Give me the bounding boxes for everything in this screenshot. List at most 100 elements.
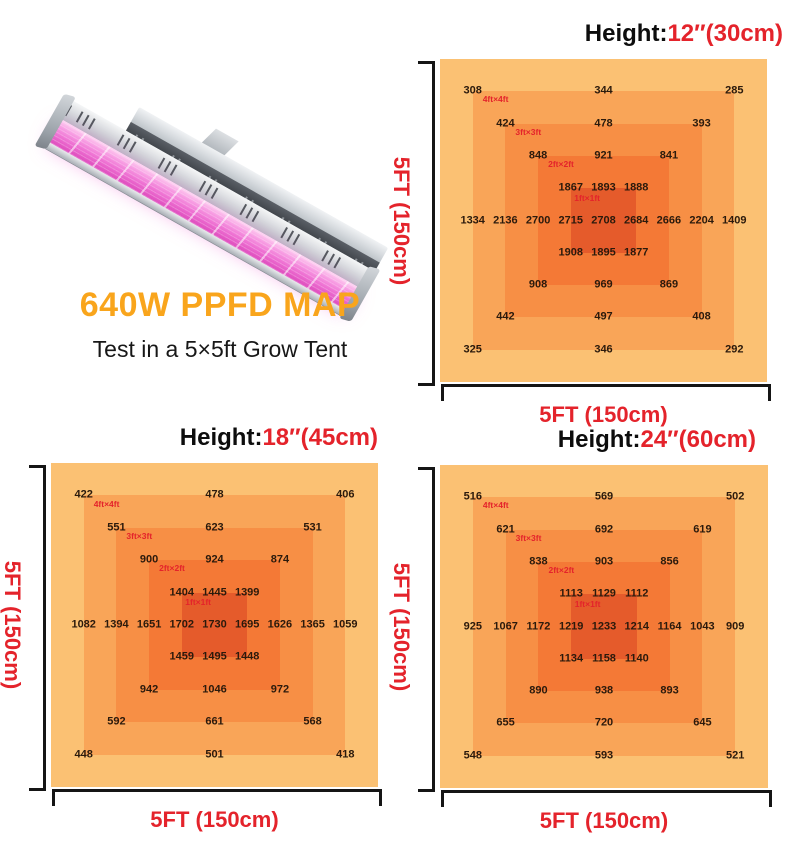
ppfd-value: 924 (205, 553, 224, 566)
ppfd-value: 1172 (526, 620, 551, 632)
ppfd-value: 1702 (169, 618, 195, 631)
ppfd-value: 1164 (657, 620, 682, 632)
ppfd-value: 2708 (591, 214, 616, 226)
ppfd-value: 1082 (71, 618, 96, 631)
ppfd-value: 516 (463, 490, 482, 503)
ppfd-value: 501 (205, 748, 224, 761)
ring-size-label: 1ft×1ft (574, 192, 601, 203)
ppfd-value: 893 (660, 684, 679, 697)
product-headline: 640W PPFD MAP (79, 286, 361, 324)
light-bar-front (34, 93, 381, 322)
ppfd-value: 408 (692, 310, 711, 323)
ring-size-label: 1ft×1ft (574, 598, 601, 609)
map-title-label: Height: (584, 20, 668, 47)
map-title-height-value: 12″(30cm) (667, 20, 783, 47)
heatmap-area: 422 478 406 551 623 531 900 924 874 1404 1445 1399 1… (51, 463, 378, 787)
ppfd-value: 1129 (592, 587, 616, 600)
ppfd-value: 1233 (591, 620, 617, 632)
ppfd-value: 422 (74, 488, 93, 501)
ppfd-value: 393 (692, 117, 711, 130)
ppfd-value: 478 (594, 117, 613, 130)
ppfd-value: 925 (463, 620, 482, 632)
ppfd-value: 972 (270, 683, 290, 696)
ppfd-value: 1895 (591, 246, 616, 259)
ppfd-value: 1730 (202, 618, 227, 631)
ring-size-label: 4ft×4ft (482, 94, 509, 105)
ppfd-value: 848 (528, 149, 548, 162)
ppfd-value: 548 (463, 749, 482, 762)
ppfd-map-12in: Height:12″(30cm) 308 344 285 424 478 393 848 92… (389, 20, 783, 427)
hero-text: 640W PPFD MAP Test in a 5×5ft Grow Tent (45, 286, 395, 363)
ppfd-value: 1495 (202, 650, 227, 663)
x-axis-bracket (441, 790, 772, 807)
ppfd-value: 1888 (623, 181, 649, 194)
ppfd-value: 1059 (333, 618, 358, 631)
ppfd-value: 442 (496, 310, 515, 323)
x-axis-bracket (52, 789, 382, 806)
heat-ring-area-1ft (181, 592, 248, 658)
ring-size-label: 4ft×4ft (482, 500, 509, 511)
ppfd-value: 900 (139, 553, 159, 566)
heat-ring-area-1ft (571, 594, 637, 659)
ppfd-value: 592 (107, 715, 126, 728)
x-axis-label: 5FT (150cm) (150, 807, 279, 832)
ppfd-value: 2715 (558, 214, 584, 226)
ppfd-value: 502 (726, 490, 745, 503)
ppfd-value: 903 (594, 555, 614, 568)
ppfd-value: 1334 (460, 214, 485, 226)
ppfd-value: 841 (659, 149, 679, 162)
ring-size-label: 1ft×1ft (185, 597, 212, 608)
ppfd-value: 1365 (300, 618, 325, 631)
x-axis-bracket (441, 384, 771, 401)
ppfd-value: 869 (659, 278, 679, 291)
ppfd-value: 1214 (624, 620, 650, 632)
ring-size-label: 2ft×2ft (548, 158, 574, 169)
ppfd-value: 1893 (591, 181, 616, 194)
heat-ring-area-1ft (570, 188, 637, 253)
ring-size-label: 3ft×3ft (126, 530, 153, 541)
y-axis-bracket (29, 465, 46, 791)
ppfd-value: 692 (594, 523, 614, 536)
ppfd-value: 1445 (202, 586, 227, 599)
ppfd-value: 2666 (656, 214, 682, 226)
ppfd-value: 1043 (690, 620, 715, 632)
ppfd-map-18in: Height:18″(45cm) 422 478 406 551 623 531 900 92… (0, 424, 382, 832)
y-axis-bracket (418, 61, 435, 386)
ppfd-value: 1695 (234, 618, 260, 631)
ppfd-value: 655 (496, 716, 515, 729)
ppfd-value: 292 (725, 343, 744, 356)
ppfd-value: 497 (594, 310, 613, 323)
map-title-label: Height: (557, 426, 641, 453)
ppfd-value: 424 (496, 117, 515, 130)
ppfd-value: 623 (205, 521, 224, 534)
ppfd-value: 1134 (559, 652, 584, 665)
ppfd-value: 1046 (202, 683, 227, 696)
ppfd-map-24in: Height:24″(60cm) 516 569 502 621 692 619 838 90… (389, 426, 772, 833)
ppfd-value: 1112 (625, 587, 649, 600)
x-axis-label: 5FT (150cm) (539, 808, 669, 833)
ppfd-value: 2204 (689, 214, 714, 226)
ppfd-value: 531 (303, 521, 322, 534)
ppfd-value: 569 (594, 490, 614, 503)
ppfd-value: 1140 (624, 652, 649, 665)
ppfd-value: 2700 (525, 214, 551, 226)
map-title-label: Height: (179, 424, 263, 451)
ppfd-value: 890 (529, 684, 548, 697)
ppfd-value: 418 (336, 748, 355, 761)
y-axis-bracket (418, 467, 435, 792)
ppfd-value: 621 (496, 523, 515, 536)
ppfd-value: 448 (74, 748, 93, 761)
ppfd-value: 1394 (104, 618, 129, 631)
ppfd-value: 720 (594, 716, 614, 729)
ppfd-value: 1867 (558, 181, 584, 194)
heatmap-area: 516 569 502 621 692 619 838 903 856 1113 1129 1112 9… (440, 465, 768, 788)
ppfd-value: 1409 (722, 214, 747, 226)
heatmap-area: 308 344 285 424 478 393 848 921 841 1867 1893 1888 1… (440, 59, 767, 382)
grow-light-product-image (28, 42, 400, 322)
ppfd-value: 838 (529, 555, 548, 568)
ring-size-label: 2ft×2ft (548, 564, 575, 575)
ppfd-value: 568 (303, 715, 322, 728)
y-axis-label: 5FT (150cm) (389, 156, 414, 285)
map-title-height-value: 24″(60cm) (640, 426, 756, 453)
